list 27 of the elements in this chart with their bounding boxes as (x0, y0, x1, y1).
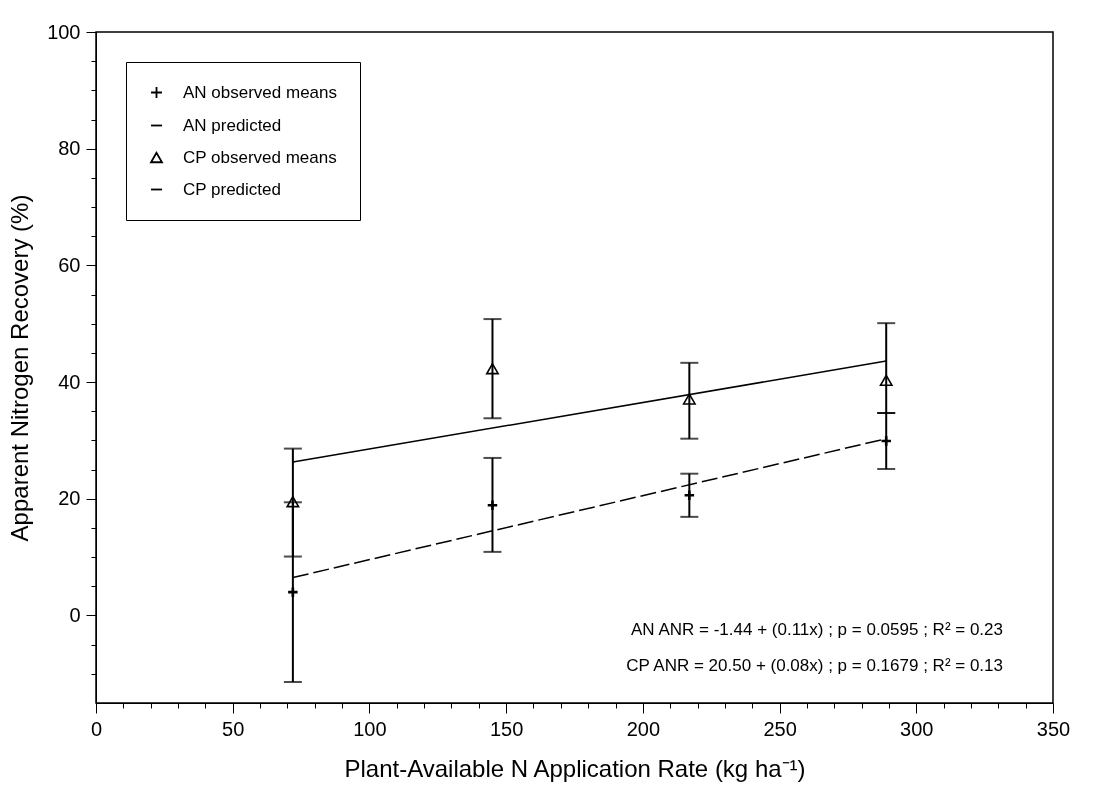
annotation: CP ANR = 20.50 + (0.08x) ; p = 0.1679 ; R² = 0.13 (626, 656, 1003, 675)
y-tick-label: 60 (58, 253, 81, 276)
y-tick-label: 40 (58, 370, 81, 393)
x-axis-title: Plant-Available N Application Rate (kg ha⁻¹) (344, 754, 806, 782)
y-tick-label: 80 (58, 137, 81, 160)
y-tick-label: 0 (69, 603, 81, 626)
y-tick-label: 100 (47, 20, 81, 43)
point (682, 393, 696, 405)
point (880, 434, 893, 448)
x-tick-label: 100 (353, 717, 387, 740)
x-tick-label: 350 (1036, 717, 1071, 740)
x-tick-label: 200 (626, 717, 661, 740)
x-tick-label: 150 (489, 717, 524, 740)
y-axis-title: Apparent Nitrogen Recovery (%) (6, 194, 34, 542)
x-tick-label: 0 (90, 717, 103, 740)
legend-label: AN predicted (183, 115, 282, 135)
point (485, 362, 499, 375)
point (286, 495, 300, 508)
legend-label: CP observed means (183, 147, 337, 167)
point (879, 374, 893, 387)
legend-label: AN observed means (183, 82, 338, 102)
x-tick-label: 50 (222, 717, 245, 740)
x-tick-label: 250 (763, 717, 797, 740)
y-tick-label: 20 (58, 487, 81, 510)
x-tick-label: 300 (900, 717, 934, 740)
legend-label: CP predicted (183, 179, 281, 199)
annotation: AN ANR = -1.44 + (0.11x) ; p = 0.0595 ; R² = 0.23 (631, 620, 1003, 639)
